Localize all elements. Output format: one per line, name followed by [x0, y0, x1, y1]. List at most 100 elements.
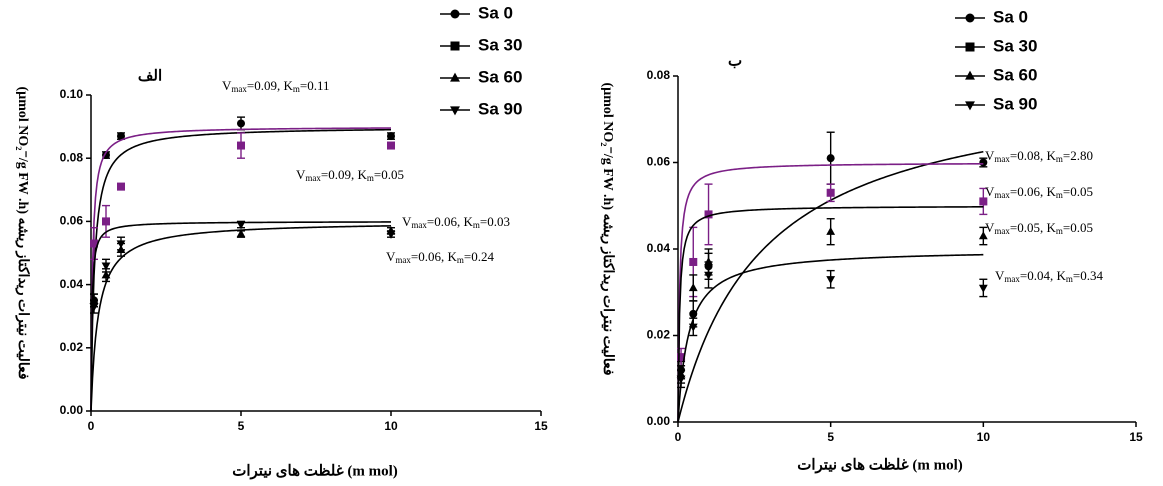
fit-annotation-part: max	[395, 255, 411, 265]
legend-label: Sa 0	[478, 3, 513, 22]
y-tick-label: 0.10	[60, 87, 84, 101]
fit-annotation-part: max	[994, 190, 1010, 200]
legend-marker	[450, 41, 460, 51]
fit-annotation: Vmax=0.06, Km=0.03	[402, 214, 510, 230]
data-point	[826, 188, 835, 197]
data-point	[689, 257, 698, 266]
fit-annotation-part: m	[473, 220, 480, 230]
fit-annotation-part: =0.05, K	[1010, 220, 1057, 235]
x-tick-label: 5	[238, 419, 245, 433]
fit-annotation-part: max	[231, 84, 247, 94]
fit-annotation-part: max	[1004, 274, 1020, 284]
fit-annotation-part: V	[296, 167, 306, 182]
fit-annotation-part: =0.08, K	[1010, 148, 1057, 163]
fit-annotation-part: m	[1056, 154, 1063, 164]
x-tick-label: 10	[977, 430, 991, 444]
fit-annotation-part: V	[995, 268, 1005, 283]
fit-annotation: Vmax=0.06, Km=0.24	[386, 249, 494, 265]
fit-annotation: Vmax=0.09, Km=0.11	[222, 78, 330, 94]
fit-annotation-part: m	[1056, 190, 1063, 200]
fit-annotation-part: V	[402, 214, 412, 229]
fit-annotation: Vmax=0.09, Km=0.05	[296, 167, 404, 183]
fit-annotation-part: m	[367, 173, 374, 183]
fit-annotation-part: =0.05	[374, 167, 404, 182]
fit-curve	[677, 206, 984, 423]
fit-curve	[90, 127, 392, 412]
data-point	[387, 132, 395, 141]
data-point	[826, 154, 835, 163]
fit-curve	[90, 225, 392, 412]
y-axis-label: فعالیت نیترات ریداکتاز ریشه (µmol NO₂⁻/g…	[600, 82, 616, 375]
fit-curve	[677, 253, 984, 423]
data-point	[688, 323, 698, 332]
legend-marker	[965, 101, 975, 111]
legend-marker	[450, 106, 460, 116]
fit-annotation-part: max	[411, 220, 427, 230]
data-point	[676, 375, 686, 384]
data-point	[102, 217, 110, 226]
x-tick-label: 10	[384, 419, 398, 433]
data-point	[237, 141, 245, 150]
fit-annotation-part: =0.05	[1063, 184, 1093, 199]
data-point	[704, 210, 713, 219]
legend-marker	[965, 13, 975, 23]
data-point	[237, 119, 245, 128]
data-point	[90, 239, 98, 248]
legend-marker	[965, 42, 975, 52]
data-point	[704, 271, 713, 280]
fit-annotation-part: V	[222, 78, 232, 93]
data-point	[826, 226, 836, 235]
data-point	[236, 221, 246, 230]
fit-annotation-part: m	[457, 255, 464, 265]
x-tick-label: 15	[1129, 430, 1143, 444]
fit-annotation-part: m	[1056, 226, 1063, 236]
fit-annotation-part: =2.80	[1063, 148, 1093, 163]
x-tick-label: 0	[675, 430, 682, 444]
fit-annotation-part: =0.09, K	[321, 167, 368, 182]
data-point	[101, 270, 111, 279]
data-point	[704, 257, 713, 266]
fit-annotation: Vmax=0.06, Km=0.05	[985, 184, 1093, 200]
y-tick-label: 0.04	[647, 241, 671, 255]
y-tick-label: 0.04	[60, 277, 84, 291]
fit-annotation-part: =0.04, K	[1020, 268, 1067, 283]
x-axis-label: (m mol) غلظت های نیترات	[797, 457, 963, 473]
fit-annotation-part: max	[994, 154, 1010, 164]
y-tick-label: 0.08	[647, 68, 671, 82]
legend-marker	[450, 72, 460, 82]
legend-label: Sa 0	[993, 7, 1028, 26]
fit-annotation-part: =0.06, K	[411, 249, 458, 264]
y-tick-label: 0.00	[60, 403, 84, 417]
fit-annotation-part: V	[985, 148, 995, 163]
data-point	[826, 276, 836, 285]
legend-label: Sa 30	[478, 35, 522, 54]
x-tick-label: 0	[88, 419, 95, 433]
fit-annotation-part: max	[305, 173, 321, 183]
legend-label: Sa 90	[993, 94, 1037, 113]
fit-annotation-part: m	[293, 84, 300, 94]
y-tick-label: 0.00	[647, 414, 671, 428]
fit-annotation: Vmax=0.05, Km=0.05	[985, 220, 1093, 236]
legend-marker	[450, 9, 460, 19]
y-tick-label: 0.02	[647, 328, 671, 342]
legend-label: Sa 60	[993, 65, 1037, 84]
fit-annotation-part: =0.06, K	[427, 214, 474, 229]
fit-annotation-part: V	[985, 184, 995, 199]
fit-annotation-part: m	[1066, 274, 1073, 284]
fit-annotation: Vmax=0.04, Km=0.34	[995, 268, 1103, 284]
data-point	[117, 132, 125, 141]
x-axis-label: (m mol) غلظت های نیترات	[232, 463, 398, 479]
legend-marker	[965, 70, 975, 80]
fit-annotation-part: =0.11	[300, 78, 330, 93]
fit-curve	[90, 221, 391, 412]
legend-label: Sa 60	[478, 67, 522, 86]
fit-annotation-part: =0.24	[464, 249, 495, 264]
y-tick-label: 0.02	[60, 340, 84, 354]
y-axis-label: فعالیت نیترات ریداکتاز ریشه (µmol NO₂⁻/g…	[15, 86, 31, 379]
fit-curve	[677, 162, 984, 423]
data-point	[688, 283, 698, 292]
fit-annotation-part: =0.09, K	[247, 78, 294, 93]
x-tick-label: 5	[827, 430, 834, 444]
data-point	[677, 353, 686, 362]
